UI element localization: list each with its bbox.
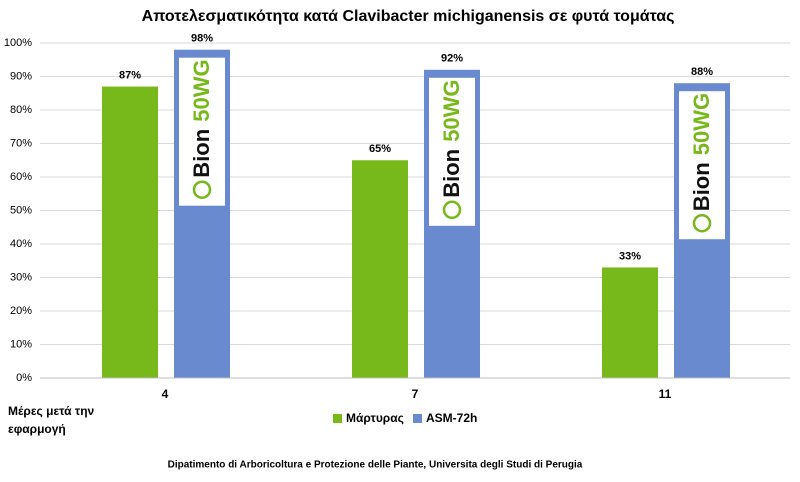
logo-icon [692, 213, 712, 233]
logo-name: Bion [439, 149, 464, 198]
value-label: 33% [619, 250, 641, 262]
legend-swatch [333, 414, 342, 423]
chart-title: Αποτελεσματικότητα κατά Clavibacter mich… [142, 8, 675, 25]
logo-name: Bion [189, 129, 214, 178]
y-tick-label: 70% [10, 137, 32, 149]
logo-icon [192, 180, 212, 199]
y-tick-label: 80% [10, 104, 32, 116]
y-tick-label: 90% [10, 70, 32, 82]
bar [352, 160, 408, 378]
y-tick-label: 60% [10, 171, 32, 183]
logo: Bion 50WG [689, 93, 714, 233]
y-tick-label: 10% [10, 338, 32, 350]
legend-label: Μάρτυρας [346, 411, 404, 425]
value-label: 88% [691, 66, 713, 78]
x-axis-label: Μέρες μετά την εφαρμογή [8, 404, 95, 436]
bar [602, 267, 658, 378]
source-note: Dipatimento di Arboricoltura e Protezion… [168, 460, 583, 471]
logo-suffix: 50WG [439, 79, 464, 141]
y-tick-label: 0% [16, 372, 32, 384]
logo-name: Bion [689, 162, 714, 211]
value-label: 87% [119, 69, 141, 81]
logo-suffix: 50WG [689, 93, 714, 155]
value-label: 98% [191, 33, 213, 45]
x-tick-label: 4 [162, 387, 169, 401]
logo-suffix: 50WG [189, 59, 214, 121]
y-tick-label: 100% [4, 37, 32, 49]
legend-swatch [413, 414, 422, 423]
value-label: 65% [369, 143, 391, 155]
y-tick-label: 20% [10, 305, 32, 317]
y-tick-label: 40% [10, 238, 32, 250]
logo: Bion 50WG [189, 59, 214, 199]
y-tick-label: 50% [10, 204, 32, 216]
logo-icon [442, 200, 462, 220]
bar [102, 86, 158, 379]
legend-label: ASM-72h [426, 411, 477, 425]
x-tick-label: 11 [659, 387, 672, 401]
y-tick-label: 30% [10, 271, 32, 283]
x-tick-label: 7 [412, 387, 419, 401]
logo: Bion 50WG [439, 79, 464, 220]
value-label: 92% [441, 53, 463, 65]
